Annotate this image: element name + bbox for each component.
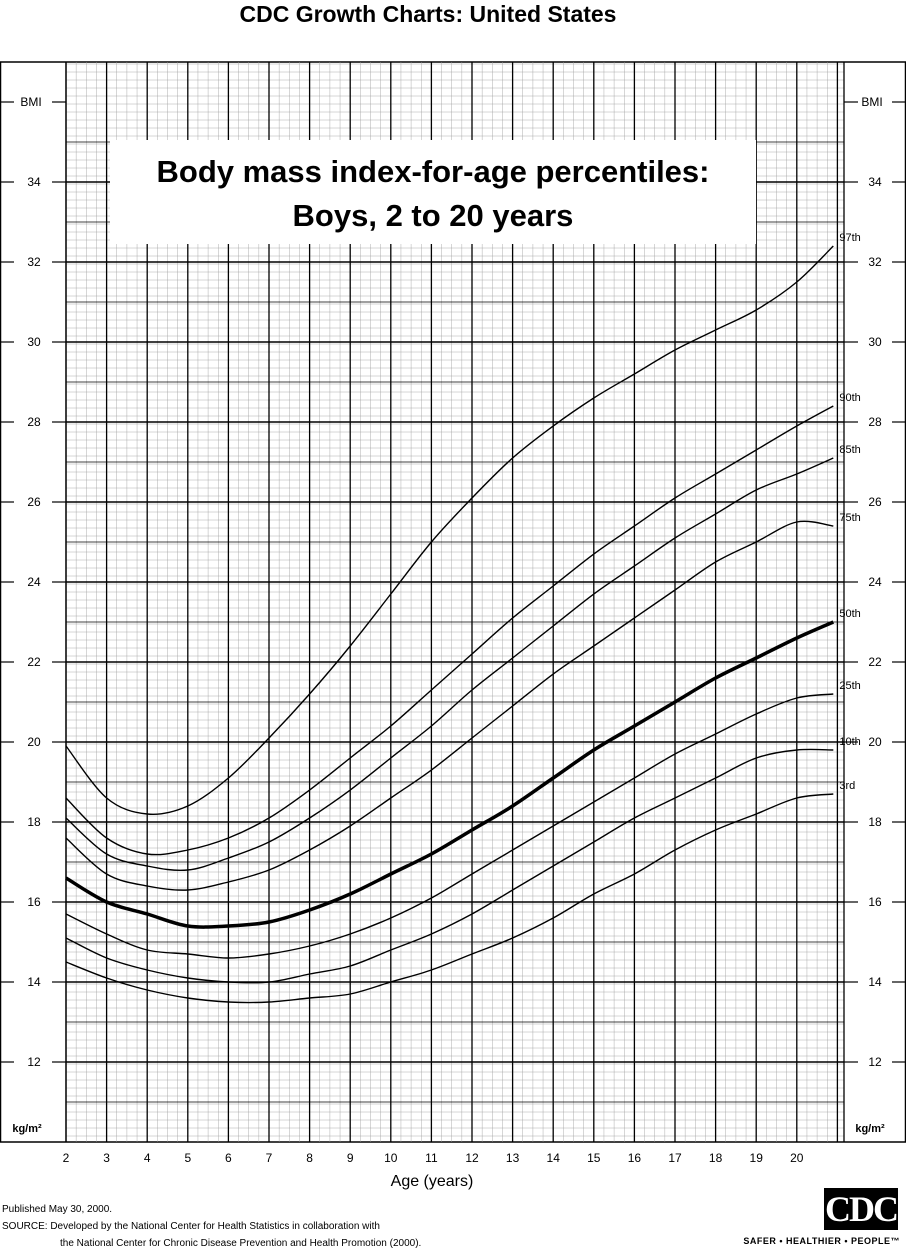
cdc-logo: CDC: [824, 1188, 899, 1230]
x-tick-label: 5: [184, 1151, 191, 1165]
series-line-10th: [65, 748, 834, 984]
y-tick-label-left: 32: [27, 255, 41, 269]
series-line-75th: [65, 520, 834, 891]
x-tick-label: 3: [103, 1151, 110, 1165]
series-line-25th: [65, 693, 834, 959]
x-tick-label: 11: [425, 1151, 438, 1165]
source-line-1: SOURCE: Developed by the National Center…: [2, 1221, 380, 1232]
x-tick-label: 17: [668, 1151, 682, 1165]
cdc-tagline: SAFER • HEALTHIER • PEOPLE™: [743, 1236, 900, 1246]
x-tick-label: 13: [506, 1151, 520, 1165]
chart-subtitle: Boys, 2 to 20 years: [292, 198, 574, 233]
x-tick-label: 15: [587, 1151, 601, 1165]
series-label-50th: 50th: [839, 608, 860, 620]
x-tick-label: 16: [628, 1151, 642, 1165]
y-tick-label-right: 20: [868, 735, 882, 749]
x-tick-label: 19: [750, 1151, 764, 1165]
y-tick-label-right: 22: [868, 655, 882, 669]
y-axis-label-right: BMI: [861, 95, 882, 109]
x-tick-label: 14: [547, 1151, 561, 1165]
y-tick-label-right: 24: [868, 575, 882, 589]
y-tick-label-right: 14: [868, 975, 882, 989]
y-tick-label-left: 16: [27, 895, 41, 909]
chart-title-box: Body mass index-for-age percentiles: Boy…: [110, 140, 756, 244]
y-tick-label-right: 16: [868, 895, 882, 909]
y-unit-label-left: kg/m²: [12, 1123, 42, 1135]
series-line-85th: [65, 457, 834, 872]
y-tick-label-right: 32: [868, 255, 882, 269]
y-tick-label-right: 26: [868, 495, 882, 509]
y-tick-label-left: 18: [27, 815, 41, 829]
y-unit-label-right: kg/m²: [855, 1123, 885, 1135]
series-label-85th: 85th: [839, 444, 860, 456]
y-tick-label-left: 28: [27, 415, 41, 429]
y-tick-label-right: 28: [868, 415, 882, 429]
x-tick-label: 20: [790, 1151, 804, 1165]
chart-title: Body mass index-for-age percentiles:: [156, 154, 710, 189]
x-tick-label: 18: [709, 1151, 723, 1165]
y-tick-label-right: 30: [868, 335, 882, 349]
x-tick-label: 8: [306, 1151, 313, 1165]
y-tick-label-left: 30: [27, 335, 41, 349]
y-tick-label-left: 22: [27, 655, 41, 669]
series-line-50th: [65, 620, 835, 929]
y-tick-label-left: 14: [27, 975, 41, 989]
y-tick-label-left: 12: [27, 1055, 41, 1069]
x-tick-label: 9: [347, 1151, 354, 1165]
y-tick-label-left: 20: [27, 735, 41, 749]
series-line-3rd: [65, 793, 834, 1004]
series-label-90th: 90th: [839, 392, 860, 404]
y-tick-label-left: 26: [27, 495, 41, 509]
series-label-10th: 10th: [839, 736, 860, 748]
y-tick-label-right: 18: [868, 815, 882, 829]
x-tick-label: 2: [63, 1151, 70, 1165]
percentile-curves: 97th 90th 85th 75th 50th 25th 10th 3rd: [65, 232, 861, 1004]
series-label-25th: 25th: [839, 680, 860, 692]
x-tick-label: 6: [225, 1151, 232, 1165]
series-label-3rd: 3rd: [839, 780, 855, 792]
x-tick-label: 7: [266, 1151, 273, 1165]
x-tick-label: 10: [384, 1151, 398, 1165]
y-tick-label-left: 24: [27, 575, 41, 589]
published-date: Published May 30, 2000.: [2, 1204, 113, 1215]
y-tick-label-right: 12: [868, 1055, 882, 1069]
x-tick-label: 4: [144, 1151, 151, 1165]
series-line-97th: [65, 245, 834, 815]
y-tick-label-left: 34: [27, 175, 41, 189]
source-line-2: the National Center for Chronic Disease …: [60, 1238, 422, 1249]
x-axis-label: Age (years): [391, 1173, 474, 1190]
x-tick-label: 12: [465, 1151, 479, 1165]
page-title: CDC Growth Charts: United States: [239, 1, 617, 27]
y-tick-label-right: 34: [868, 175, 882, 189]
series-line-90th: [65, 405, 834, 856]
series-label-97th: 97th: [839, 232, 860, 244]
series-label-75th: 75th: [839, 512, 860, 524]
y-axis-label-left: BMI: [20, 95, 41, 109]
